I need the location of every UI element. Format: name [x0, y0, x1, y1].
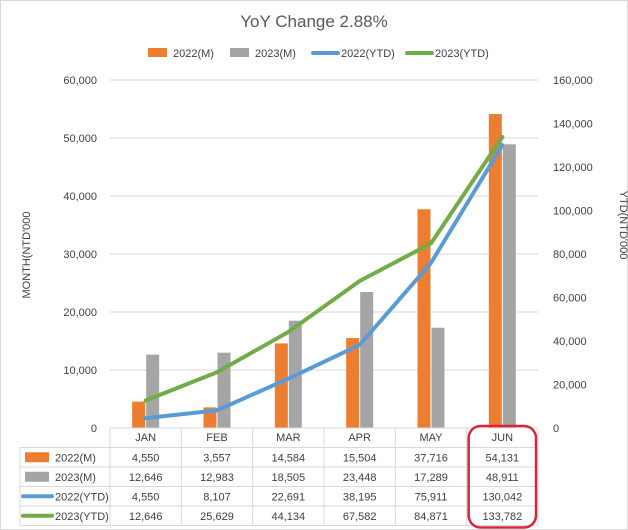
legend-swatch-2023(M) [230, 48, 249, 57]
table-value: 3,557 [203, 452, 231, 464]
left-tick-label: 40,000 [63, 191, 97, 203]
bar-2023(M) [431, 327, 445, 428]
legend-label: 2022(YTD) [341, 48, 395, 60]
table-value: 8,107 [203, 491, 231, 503]
right-axis-ticks: 0 20,000 40,000 60,000 80,000 100,000 120,000 1… [553, 75, 593, 435]
table-key-2023(M) [25, 471, 49, 482]
right-tick-label: 40,000 [553, 336, 587, 348]
right-tick-label: 60,000 [553, 293, 587, 305]
category-label: APR [348, 432, 371, 444]
bar-2022(M) [488, 114, 502, 429]
table-value: 54,131 [486, 452, 520, 464]
highlight-group [467, 424, 538, 529]
table-series-name: 2023(M) [55, 472, 96, 484]
left-tick-label: 20,000 [63, 307, 97, 319]
left-tick-label: 10,000 [63, 365, 97, 377]
table-value: 22,691 [272, 491, 306, 503]
right-tick-label: 160,000 [553, 75, 593, 87]
bar-2023(M) [146, 354, 160, 428]
line-2022(YTD) [143, 143, 505, 421]
table-value: 23,448 [343, 472, 377, 484]
table-value: 12,983 [200, 472, 234, 484]
right-tick-label: 0 [553, 423, 559, 435]
legend-label: 2023(M) [255, 48, 296, 60]
table-value: 14,584 [272, 452, 306, 464]
category-label: MAY [419, 432, 443, 444]
table-value: 133,782 [482, 511, 522, 523]
category-label: FEB [206, 432, 227, 444]
table-value: 75,911 [415, 491, 448, 503]
category-label: JAN [135, 432, 156, 444]
table-series-name: 2022(M) [55, 452, 96, 464]
gridlines [110, 79, 538, 429]
left-tick-label: 60,000 [63, 75, 97, 87]
left-tick-label: 50,000 [63, 133, 97, 145]
legend: 2022(M) 2023(M) 2022(YTD) 2023(YTD) [148, 48, 489, 60]
table-value: 18,505 [272, 472, 306, 484]
bar-2023(M) [360, 292, 374, 428]
data-table: JAN FEB MAR APR MAY JUN 2022(M) 4,550 3,557 14,58… [19, 427, 539, 526]
table-value: 12,646 [129, 511, 163, 523]
line-2023(YTD) [143, 135, 505, 403]
right-axis-title: YTD(NTD'000 [617, 191, 628, 260]
left-axis-ticks: 0 10,000 20,000 30,000 40,000 50,000 60,000 [63, 75, 97, 435]
category-label: MAR [276, 432, 301, 444]
table-value: 15,504 [343, 452, 377, 464]
bar-2022(M) [132, 401, 146, 428]
category-label: JUN [492, 432, 513, 444]
table-key-2022(M) [25, 452, 49, 463]
right-tick-label: 100,000 [553, 206, 593, 218]
table-value: 4,550 [132, 452, 160, 464]
table-value: 67,582 [343, 511, 377, 523]
table-value: 48,911 [486, 472, 519, 484]
bar-2022(M) [274, 343, 288, 428]
bar-2023(M) [502, 144, 516, 428]
table-series-name: 2023(YTD) [55, 511, 109, 523]
legend-label: 2022(M) [173, 48, 214, 60]
table-value: 4,550 [132, 491, 160, 503]
chart-title: YoY Change 2.88% [240, 12, 387, 31]
bar-2022(M) [417, 209, 431, 428]
highlight-box [467, 424, 538, 529]
left-tick-label: 30,000 [63, 249, 97, 261]
table-series-name: 2022(YTD) [55, 491, 109, 503]
table-value: 37,716 [414, 452, 448, 464]
table-value: 130,042 [482, 491, 522, 503]
right-tick-label: 20,000 [553, 380, 587, 392]
table-value: 25,629 [200, 511, 234, 523]
line-series [143, 135, 505, 421]
left-tick-label: 0 [91, 423, 97, 435]
legend-label: 2023(YTD) [435, 48, 489, 60]
right-tick-label: 120,000 [553, 162, 593, 174]
table-value: 44,134 [272, 511, 306, 523]
table-value: 17,289 [414, 472, 448, 484]
bar-series [132, 114, 516, 429]
legend-swatch-2022(M) [148, 48, 167, 57]
left-axis-title: MONTH(NTD'000 [21, 211, 33, 298]
table-value: 12,646 [129, 472, 163, 484]
table-value: 84,871 [414, 511, 448, 523]
right-tick-label: 80,000 [553, 249, 587, 261]
right-tick-label: 140,000 [553, 119, 593, 131]
bar-2022(M) [346, 338, 360, 428]
table-value: 38,195 [343, 491, 377, 503]
